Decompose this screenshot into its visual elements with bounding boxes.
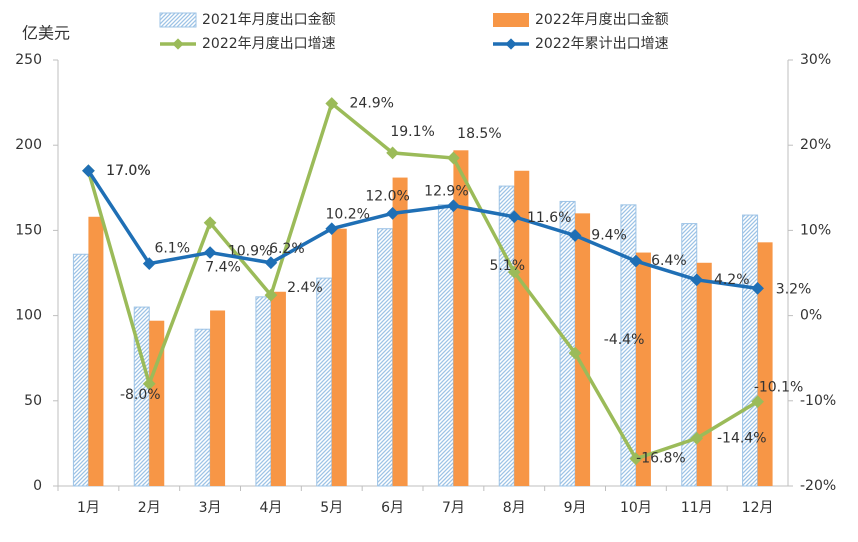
x-tick-label: 3月: [199, 500, 222, 516]
data-label: 17.0%: [106, 163, 150, 179]
marker: [447, 151, 460, 165]
bar: [453, 150, 469, 486]
y2-tick-label: -20%: [800, 478, 836, 494]
y2-tick-label: 20%: [800, 137, 831, 153]
data-label: -16.8%: [636, 451, 686, 467]
legend-swatch: [159, 12, 197, 28]
y-tick-label: 50: [24, 393, 42, 409]
marker: [447, 199, 460, 213]
marker: [386, 206, 399, 220]
bar: [757, 242, 773, 486]
x-tick-label: 11月: [681, 500, 713, 516]
data-label: 12.0%: [365, 188, 409, 204]
y-tick-label: 0: [33, 478, 42, 494]
marker: [325, 97, 339, 110]
data-label: 17.0%: [106, 163, 150, 179]
legend-label: 2021年月度出口金额: [202, 12, 336, 28]
x-tick-label: 6月: [381, 500, 404, 516]
y-tick-label: 100: [15, 308, 42, 324]
data-label: 18.5%: [457, 126, 501, 142]
bar: [210, 310, 226, 486]
data-label: 6.2%: [269, 241, 305, 257]
marker: [386, 146, 399, 160]
data-label: 12.9%: [424, 184, 468, 200]
legend-swatch: [493, 13, 529, 27]
y-axis-label: 亿美元: [22, 24, 70, 43]
bar: [437, 204, 454, 487]
x-tick-label: 1月: [77, 500, 100, 516]
bar: [392, 177, 408, 487]
legend-label: 2022年月度出口增速: [202, 36, 336, 52]
bar: [255, 296, 272, 487]
data-label: 4.2%: [714, 272, 750, 288]
data-label: 7.4%: [205, 260, 241, 276]
y-tick-label: 150: [15, 222, 42, 238]
data-label: 3.2%: [776, 281, 812, 297]
bar: [514, 170, 530, 486]
bar: [331, 228, 347, 487]
y-tick-label: 250: [15, 52, 42, 68]
bar: [498, 185, 515, 487]
marker: [264, 256, 278, 270]
marker: [203, 246, 217, 259]
line: [86, 169, 758, 291]
bar: [696, 262, 712, 486]
legend-marker: [172, 38, 184, 50]
data-label: 11.6%: [527, 210, 571, 226]
data-label: -14.4%: [717, 430, 767, 446]
legend-label: 2022年月度出口金额: [535, 12, 669, 28]
marker: [142, 377, 156, 391]
y-tick-label: 200: [15, 137, 42, 153]
marker: [142, 257, 156, 270]
x-tick-label: 5月: [320, 500, 343, 516]
data-label: -8.0%: [120, 387, 161, 403]
bar: [270, 291, 286, 486]
bar: [316, 277, 333, 487]
data-label: -10.1%: [754, 380, 804, 396]
x-tick-label: 7月: [442, 500, 465, 516]
legend-label: 2022年累计出口增速: [535, 36, 669, 52]
bar: [635, 252, 651, 486]
data-label: 9.4%: [591, 228, 627, 244]
y2-tick-label: 0%: [800, 308, 822, 324]
data-label: 5.1%: [489, 258, 525, 274]
marker: [203, 216, 217, 230]
bar: [149, 320, 165, 486]
x-tick-label: 4月: [259, 500, 282, 516]
y2-tick-label: -10%: [800, 393, 836, 409]
data-label: 24.9%: [350, 95, 394, 111]
data-label: 10.2%: [326, 207, 370, 223]
x-tick-label: 12月: [742, 500, 774, 516]
bar: [377, 228, 394, 487]
marker: [325, 222, 339, 236]
data-label: 19.1%: [390, 124, 434, 140]
data-label: 2.4%: [287, 280, 323, 296]
y2-tick-label: 30%: [800, 52, 831, 68]
x-tick-label: 8月: [503, 500, 526, 516]
data-label: 6.1%: [154, 241, 190, 257]
data-label: 6.4%: [651, 253, 687, 269]
y2-tick-label: 10%: [800, 222, 831, 238]
data-label: -4.4%: [604, 332, 645, 348]
marker: [264, 288, 278, 302]
bar: [575, 213, 591, 487]
bar: [194, 328, 211, 487]
x-tick-label: 9月: [564, 500, 587, 516]
x-tick-label: 10月: [620, 500, 652, 516]
bar: [88, 216, 104, 486]
x-tick-label: 2月: [138, 500, 161, 516]
legend-marker: [505, 38, 517, 50]
bar: [72, 253, 89, 487]
marker: [82, 164, 95, 178]
line: [86, 100, 759, 461]
